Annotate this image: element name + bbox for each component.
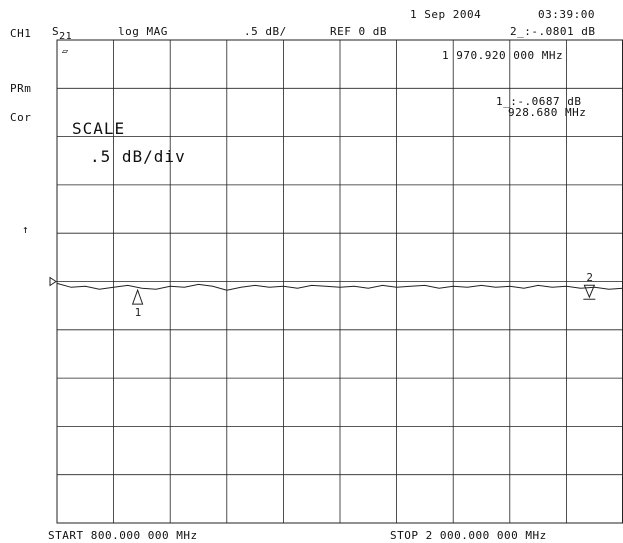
marker-2: 2 <box>583 271 596 300</box>
format-label: log MAG <box>118 25 168 38</box>
marker-1: 1 <box>131 288 144 319</box>
markers: 12 <box>131 271 596 319</box>
parameter-subscript: 21 <box>59 31 73 42</box>
prm-label: PRm <box>10 82 32 95</box>
time-label: 03:39:00 <box>538 8 595 21</box>
marker-label: 1 <box>135 306 142 319</box>
graticule <box>49 39 623 524</box>
trace <box>56 282 623 291</box>
marker2-frequency: 928.680 MHz <box>508 106 587 119</box>
marker-triangle <box>131 288 144 305</box>
marker2-readout: 2_:-.0801 dB <box>510 25 596 38</box>
reference-label: REF 0 dB <box>330 25 387 38</box>
reference-arrow-icon: ↑ <box>22 223 30 236</box>
scale-value: .5 dB/div <box>90 147 186 166</box>
scale-title: SCALE <box>72 119 126 138</box>
reference-position-icon <box>49 276 57 287</box>
cor-label: Cor <box>10 111 32 124</box>
parameter-name: S <box>52 25 60 38</box>
parameter-label: S21 <box>52 25 73 43</box>
marker-label: 2 <box>586 271 593 284</box>
channel-label: CH1 <box>10 27 32 40</box>
marker1-frequency: 1 970.920 000 MHz <box>442 49 564 62</box>
marker1-value: 1_:-.0687 dB <box>496 95 582 108</box>
stop-frequency: STOP 2 000.000 000 MHz <box>390 529 547 542</box>
zebra-icon: ▱ <box>62 46 69 57</box>
marker-triangle <box>583 284 596 299</box>
scale-label: .5 dB/ <box>244 25 287 38</box>
date-label: 1 Sep 2004 <box>410 8 482 21</box>
trace-line <box>56 282 623 291</box>
start-frequency: START 800.000 000 MHz <box>48 529 198 542</box>
